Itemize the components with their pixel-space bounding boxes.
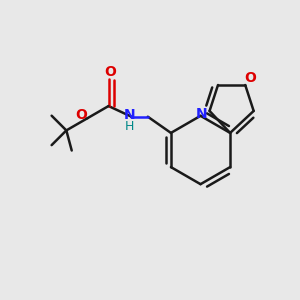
Text: N: N: [196, 106, 208, 121]
Text: O: O: [244, 71, 256, 85]
Text: H: H: [124, 120, 134, 133]
Text: O: O: [104, 64, 116, 79]
Text: O: O: [75, 108, 87, 122]
Text: N: N: [123, 108, 135, 122]
